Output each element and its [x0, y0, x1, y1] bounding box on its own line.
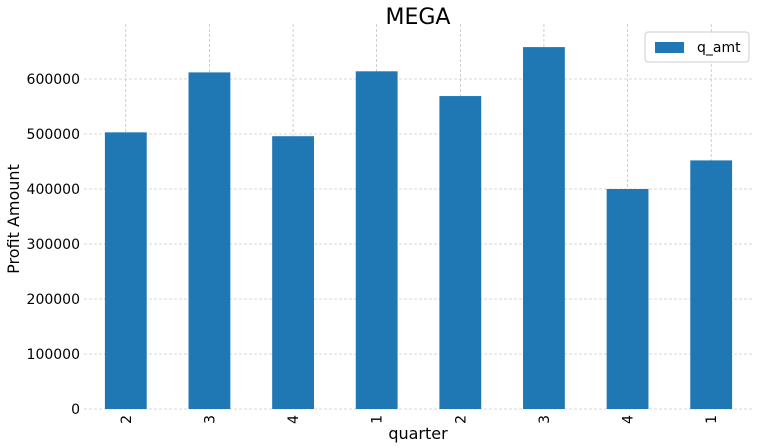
legend-label: q_amt: [697, 40, 741, 56]
x-tick-label: 4: [286, 415, 302, 424]
grid-lines: [84, 24, 753, 410]
bar: [188, 72, 231, 410]
y-tick-label: 0: [71, 402, 80, 418]
bar: [690, 160, 733, 409]
legend-box: [644, 31, 750, 63]
x-tick-label: 4: [621, 415, 637, 424]
x-tick-label: 3: [537, 415, 553, 424]
y-tick-label: 500000: [27, 127, 80, 143]
x-tick-label: 2: [453, 415, 469, 424]
y-tick-label: 100000: [27, 347, 80, 363]
legend-swatch: [655, 42, 684, 53]
x-tick-label: 2: [119, 415, 135, 424]
bar: [104, 132, 147, 409]
bar: [439, 96, 482, 410]
x-tick-label: 3: [202, 415, 218, 424]
x-tick-labels: 2 3 4 1 2 3 4 1: [119, 415, 720, 424]
bar: [523, 47, 565, 409]
y-tick-label: 200000: [27, 292, 80, 308]
y-axis-label: Profit Amount: [4, 164, 23, 274]
x-axis-label: quarter: [388, 424, 448, 443]
chart-title: MEGA: [386, 5, 451, 30]
x-tick-label: 1: [704, 415, 720, 424]
bar: [355, 71, 398, 410]
bars: [104, 47, 733, 410]
y-tick-labels: 0 100000 200000 300000 400000 500000 600000: [27, 72, 80, 418]
bar: [272, 136, 314, 409]
y-tick-label: 400000: [27, 182, 80, 198]
y-tick-label: 600000: [27, 72, 80, 88]
legend: q_amt: [644, 31, 750, 63]
bar: [606, 189, 649, 409]
y-tick-label: 300000: [27, 237, 80, 253]
x-tick-label: 1: [370, 415, 386, 424]
